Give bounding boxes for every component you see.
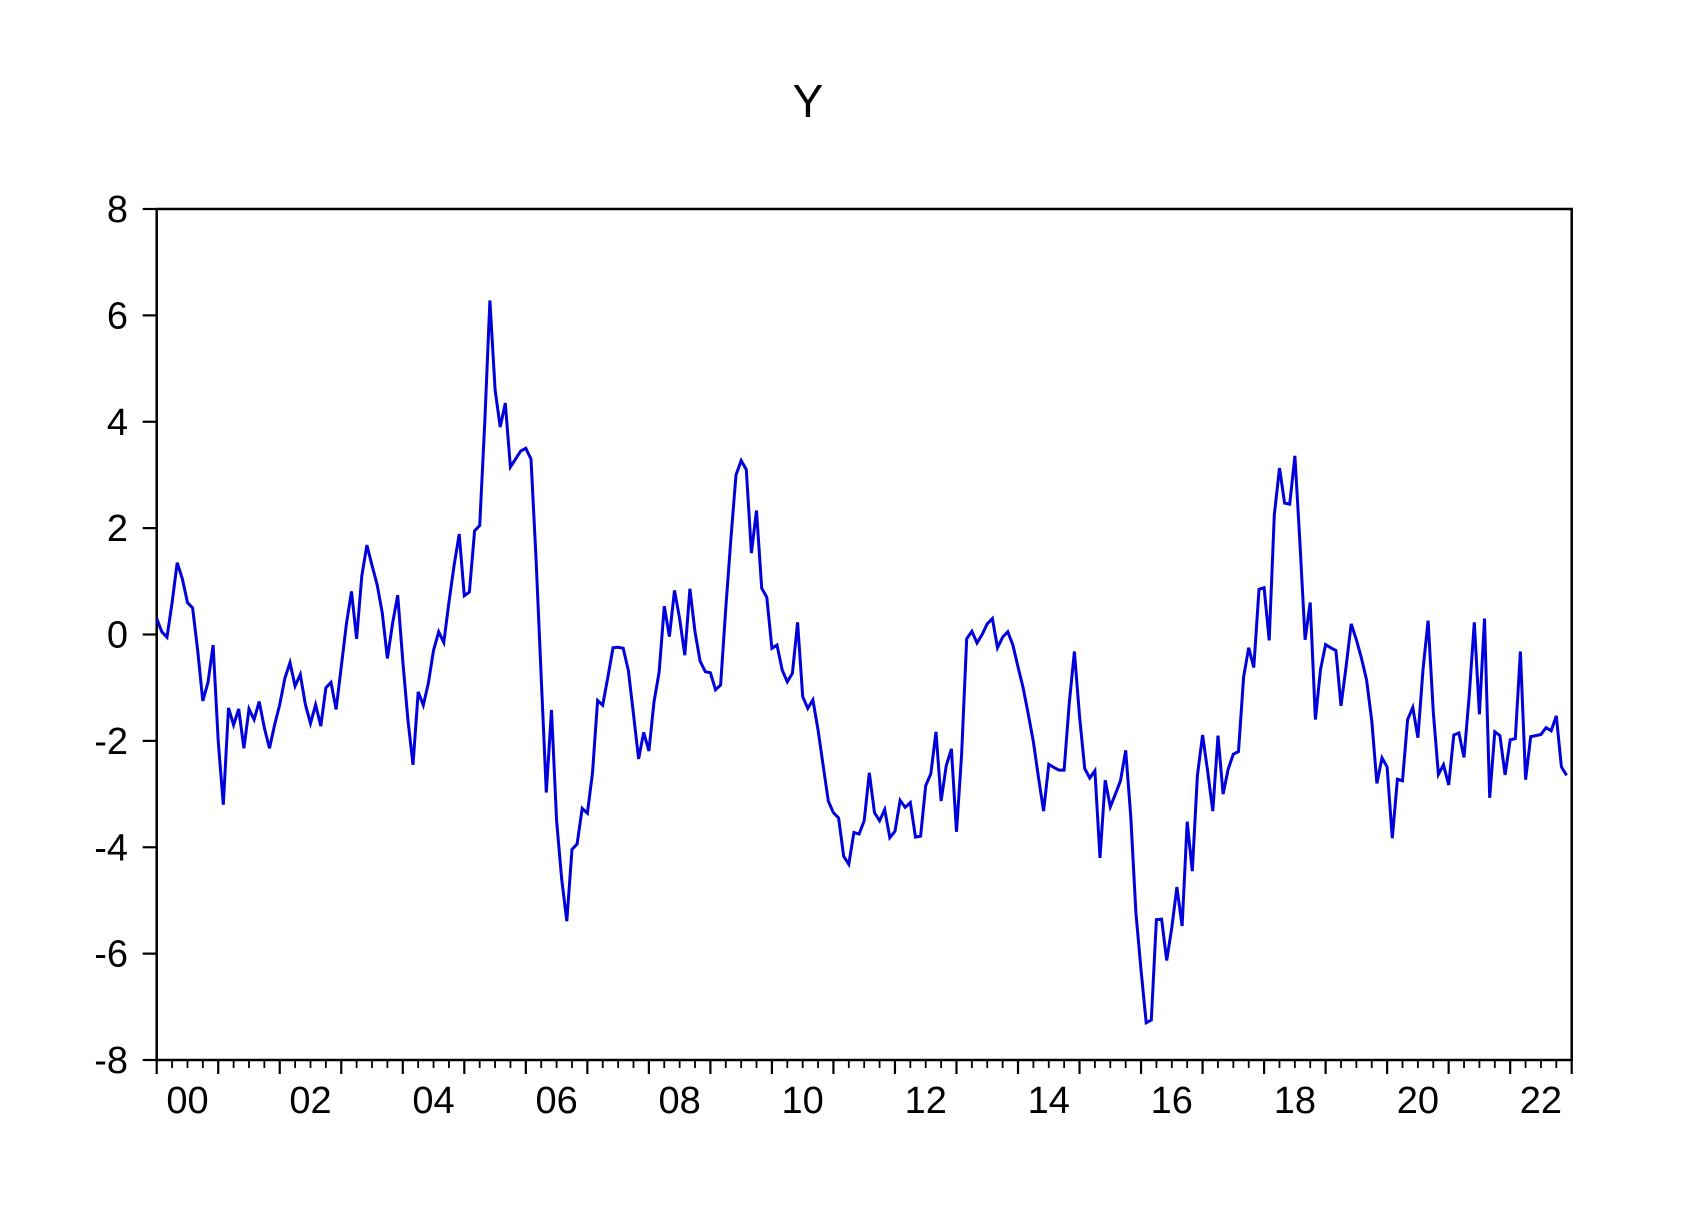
y-tick-label: 2 [107, 508, 128, 550]
chart-title: Y [793, 75, 824, 127]
x-tick-label: 06 [535, 1080, 577, 1122]
series-group [155, 300, 1568, 1026]
y-axis: -8 -6 -4 -2 0 2 4 6 8 [94, 189, 157, 1082]
series-line [155, 300, 1568, 1026]
x-tick-label: 16 [1151, 1080, 1193, 1122]
x-tick-label: 12 [905, 1080, 947, 1122]
plot-frame [155, 207, 1573, 1062]
y-tick-label: 6 [107, 295, 128, 337]
x-axis: 00 02 04 06 08 10 12 14 16 18 20 22 [155, 1060, 1573, 1122]
x-tick-label: 08 [658, 1080, 700, 1122]
y-tick-label: -8 [94, 1040, 128, 1082]
y-tick-label: 4 [107, 402, 128, 444]
x-tick-label: 20 [1397, 1080, 1439, 1122]
y-tick-label: 8 [107, 189, 128, 231]
y-tick-label: -6 [94, 934, 128, 976]
x-tick-label: 18 [1274, 1080, 1316, 1122]
y-tick-label: -4 [94, 827, 128, 869]
y-tick-label: -2 [94, 721, 128, 763]
x-tick-label: 00 [166, 1080, 208, 1122]
x-tick-label: 04 [412, 1080, 454, 1122]
y-tick-label: 0 [107, 615, 128, 657]
x-tick-label: 10 [782, 1080, 824, 1122]
x-tick-label: 22 [1520, 1080, 1562, 1122]
plot-border [155, 207, 1573, 1062]
x-tick-label: 02 [289, 1080, 331, 1122]
x-tick-label: 14 [1028, 1080, 1070, 1122]
